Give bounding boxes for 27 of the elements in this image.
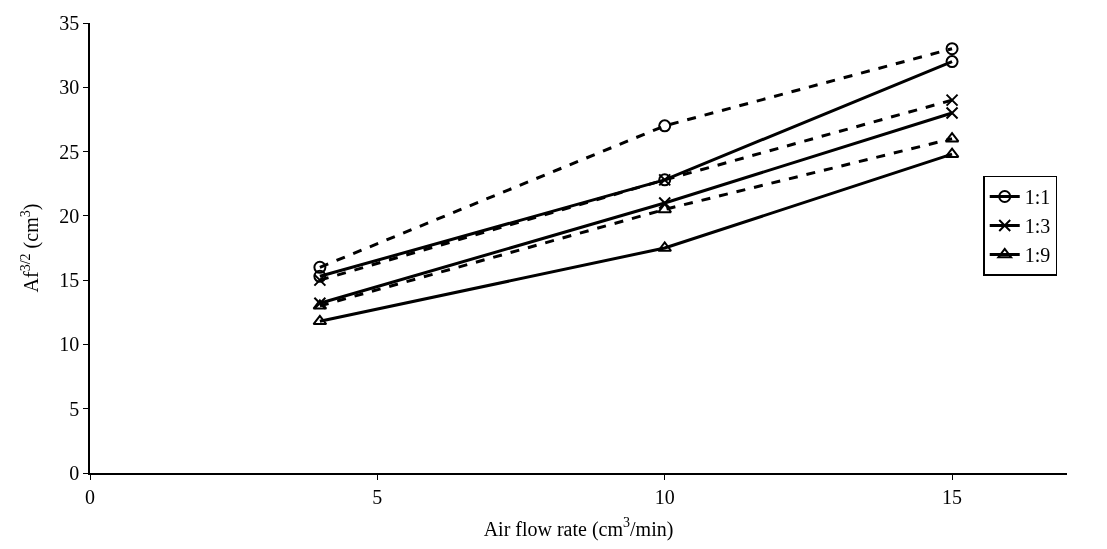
point xyxy=(658,196,672,210)
y-tick-label: 35 xyxy=(59,12,80,34)
point xyxy=(313,260,327,274)
y-tick-label: 0 xyxy=(69,462,80,484)
y-tick-label: 10 xyxy=(59,333,80,356)
point xyxy=(945,106,959,120)
y-tick-label: 5 xyxy=(69,397,80,420)
x-tick-label: 15 xyxy=(942,485,963,508)
y-tick-label: 25 xyxy=(59,140,80,163)
point xyxy=(945,93,959,107)
point xyxy=(945,42,959,56)
point xyxy=(312,314,328,326)
x-tick-label: 5 xyxy=(372,485,383,508)
x-tick-label: 0 xyxy=(85,485,95,508)
y-tick-label: 15 xyxy=(59,269,80,292)
legend-label: 1:9 xyxy=(1024,244,1051,267)
legend-label: 1:1 xyxy=(1024,186,1051,209)
x-tick-label: 10 xyxy=(654,485,675,508)
y-tick-label: 20 xyxy=(59,204,80,227)
point xyxy=(657,202,673,214)
point xyxy=(313,273,327,287)
y-tick-label: 30 xyxy=(59,76,80,99)
point xyxy=(313,269,327,283)
legend-label: 1:3 xyxy=(1024,215,1051,238)
point xyxy=(658,119,672,133)
x-axis-title: Air flow rate (cm$^{3}$/min) xyxy=(483,515,674,541)
point xyxy=(945,55,959,69)
